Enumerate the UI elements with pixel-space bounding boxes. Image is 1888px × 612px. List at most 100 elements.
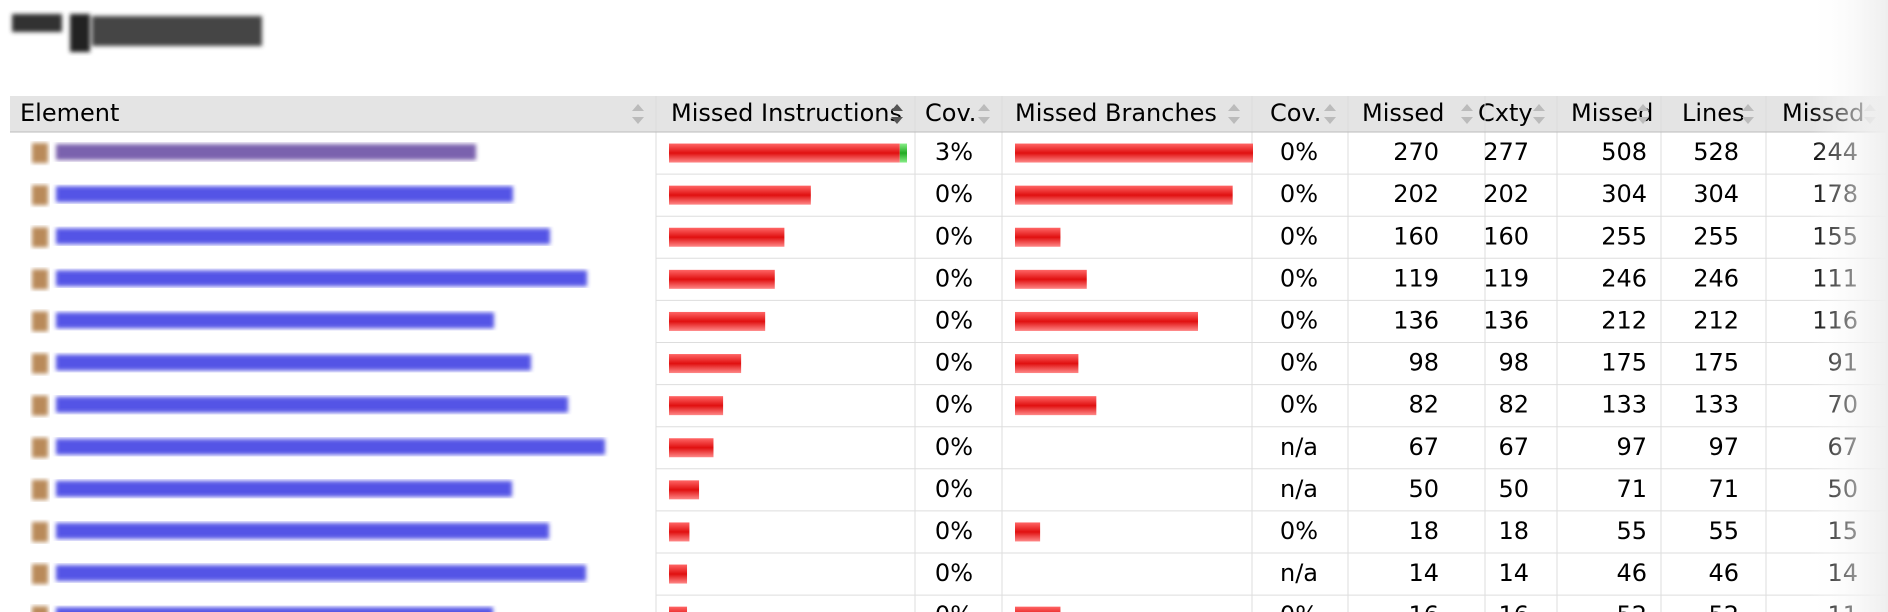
missed-instructions-bar [669, 606, 688, 612]
missed-instructions-bar [669, 480, 700, 500]
missed-instructions-bar [669, 311, 766, 331]
element-icon-pixelated [32, 521, 48, 542]
instructions-cov: 0% [935, 559, 973, 587]
column-header[interactable]: Element [20, 99, 119, 127]
cxty: 98 [1498, 349, 1529, 377]
branches-cov: n/a [1280, 559, 1318, 587]
lines-missed: 508 [1601, 138, 1647, 166]
missed-branches-bar [1015, 269, 1087, 289]
cxty-missed: 14 [1408, 559, 1439, 587]
instructions-cov: 0% [935, 601, 973, 612]
instructions-cov: 3% [935, 138, 973, 166]
missed-branches-bar [1015, 354, 1079, 374]
cxty-missed: 160 [1393, 222, 1439, 250]
element-icon-pixelated [32, 143, 48, 164]
branches-cov: n/a [1280, 475, 1318, 503]
missed-branches-bar [1015, 396, 1097, 416]
missed-branches-bar [1015, 227, 1061, 247]
element-name-pixelated[interactable] [56, 522, 549, 539]
cxty-missed: 136 [1393, 306, 1439, 334]
cxty-missed: 18 [1408, 517, 1439, 545]
sort-icon [978, 104, 990, 124]
cxty: 82 [1498, 391, 1529, 419]
cxty-missed: 202 [1393, 180, 1439, 208]
branches-cov: 0% [1280, 601, 1318, 612]
element-name-pixelated[interactable] [56, 228, 550, 245]
cxty: 160 [1483, 222, 1529, 250]
cxty-missed: 82 [1408, 391, 1439, 419]
column-header[interactable]: Missed Instructions [671, 99, 902, 127]
element-name-pixelated[interactable] [56, 396, 568, 413]
branches-cov: 0% [1280, 517, 1318, 545]
lines-missed: 212 [1601, 306, 1647, 334]
lines-missed: 255 [1601, 222, 1647, 250]
missed-instructions-bar [669, 396, 724, 416]
instructions-cov: 0% [935, 180, 973, 208]
lines: 212 [1693, 306, 1739, 334]
sort-icon [1533, 104, 1545, 124]
element-icon-pixelated [32, 437, 48, 458]
missed-instructions-bar [669, 185, 811, 205]
lines-missed: 246 [1601, 264, 1647, 292]
element-icon-pixelated [32, 311, 48, 332]
instructions-cov: 0% [935, 264, 973, 292]
lines: 97 [1708, 433, 1739, 461]
lines-missed: 46 [1616, 559, 1647, 587]
column-header[interactable]: Missed Branches [1015, 99, 1217, 127]
cxty: 16 [1498, 601, 1529, 612]
lines: 46 [1708, 559, 1739, 587]
instructions-cov: 0% [935, 433, 973, 461]
edge-fade [1808, 0, 1888, 612]
lines: 175 [1693, 349, 1739, 377]
element-icon-pixelated [32, 606, 48, 612]
cxty: 136 [1483, 306, 1529, 334]
branches-cov: 0% [1280, 138, 1318, 166]
column-header[interactable]: Lines [1682, 99, 1745, 127]
column-header[interactable]: Cxty [1478, 99, 1533, 127]
sort-icon [891, 104, 903, 124]
cxty: 67 [1498, 433, 1529, 461]
instructions-cov: 0% [935, 517, 973, 545]
cxty: 119 [1483, 264, 1529, 292]
lines: 133 [1693, 391, 1739, 419]
column-header[interactable]: Missed [1362, 99, 1444, 127]
element-name-pixelated[interactable] [56, 565, 586, 582]
cxty: 50 [1498, 475, 1529, 503]
lines-missed: 55 [1616, 517, 1647, 545]
instructions-cov: 0% [935, 391, 973, 419]
sort-icon [632, 104, 644, 124]
cxty-missed: 270 [1393, 138, 1439, 166]
missed-instructions-bar [669, 227, 785, 247]
element-name-pixelated[interactable] [56, 270, 587, 287]
lines-missed: 175 [1601, 349, 1647, 377]
missed-branches-bar [1015, 143, 1253, 163]
missed-instructions-bar [669, 522, 690, 542]
element-name-pixelated[interactable] [56, 312, 494, 329]
report-title-pixelated [12, 14, 262, 52]
branches-cov: 0% [1280, 391, 1318, 419]
covered-instructions-bar [899, 143, 907, 163]
column-header[interactable]: Cov. [1270, 99, 1321, 127]
element-icon-pixelated [32, 353, 48, 374]
element-icon-pixelated [32, 185, 48, 206]
column-header[interactable]: Cov. [925, 99, 976, 127]
lines: 255 [1693, 222, 1739, 250]
element-name-pixelated[interactable] [56, 480, 512, 497]
table-header [10, 96, 1888, 132]
element-name-pixelated[interactable] [56, 354, 531, 371]
cxty: 277 [1483, 138, 1529, 166]
element-name-pixelated[interactable] [56, 144, 476, 161]
branches-cov: 0% [1280, 180, 1318, 208]
column-header[interactable]: Missed [1571, 99, 1653, 127]
branches-cov: 0% [1280, 306, 1318, 334]
instructions-cov: 0% [935, 306, 973, 334]
missed-instructions-bar [669, 354, 742, 374]
element-name-pixelated[interactable] [56, 186, 513, 203]
element-name-pixelated[interactable] [56, 438, 605, 455]
cxty-missed: 16 [1408, 601, 1439, 612]
element-icon-pixelated [32, 395, 48, 416]
element-name-pixelated[interactable] [56, 607, 493, 612]
element-icon-pixelated [32, 269, 48, 290]
